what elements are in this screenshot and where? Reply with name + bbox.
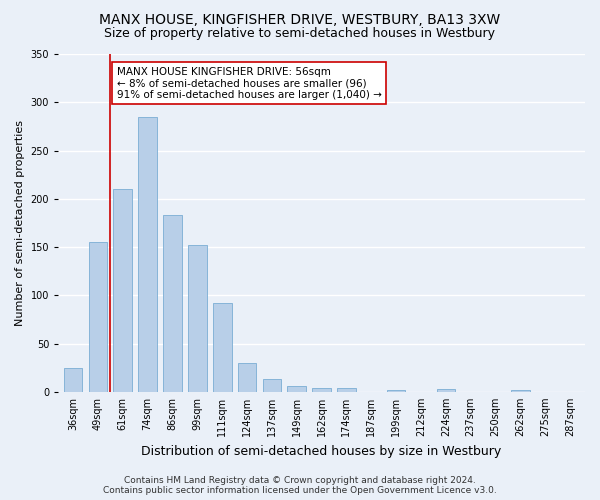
Bar [188, 245, 206, 392]
Bar [511, 390, 530, 392]
Text: Contains HM Land Registry data © Crown copyright and database right 2024.: Contains HM Land Registry data © Crown c… [124, 476, 476, 485]
Bar [139, 116, 157, 392]
Bar [163, 215, 182, 392]
Bar [437, 389, 455, 392]
X-axis label: Distribution of semi-detached houses by size in Westbury: Distribution of semi-detached houses by … [142, 444, 502, 458]
Bar [213, 303, 232, 392]
Text: MANX HOUSE, KINGFISHER DRIVE, WESTBURY, BA13 3XW: MANX HOUSE, KINGFISHER DRIVE, WESTBURY, … [100, 12, 500, 26]
Text: Contains public sector information licensed under the Open Government Licence v3: Contains public sector information licen… [103, 486, 497, 495]
Text: Size of property relative to semi-detached houses in Westbury: Size of property relative to semi-detach… [104, 28, 496, 40]
Bar [263, 380, 281, 392]
Text: MANX HOUSE KINGFISHER DRIVE: 56sqm
← 8% of semi-detached houses are smaller (96): MANX HOUSE KINGFISHER DRIVE: 56sqm ← 8% … [116, 66, 382, 100]
Bar [64, 368, 82, 392]
Bar [89, 242, 107, 392]
Y-axis label: Number of semi-detached properties: Number of semi-detached properties [15, 120, 25, 326]
Bar [238, 363, 256, 392]
Bar [113, 189, 132, 392]
Bar [312, 388, 331, 392]
Bar [387, 390, 406, 392]
Bar [337, 388, 356, 392]
Bar [287, 386, 306, 392]
